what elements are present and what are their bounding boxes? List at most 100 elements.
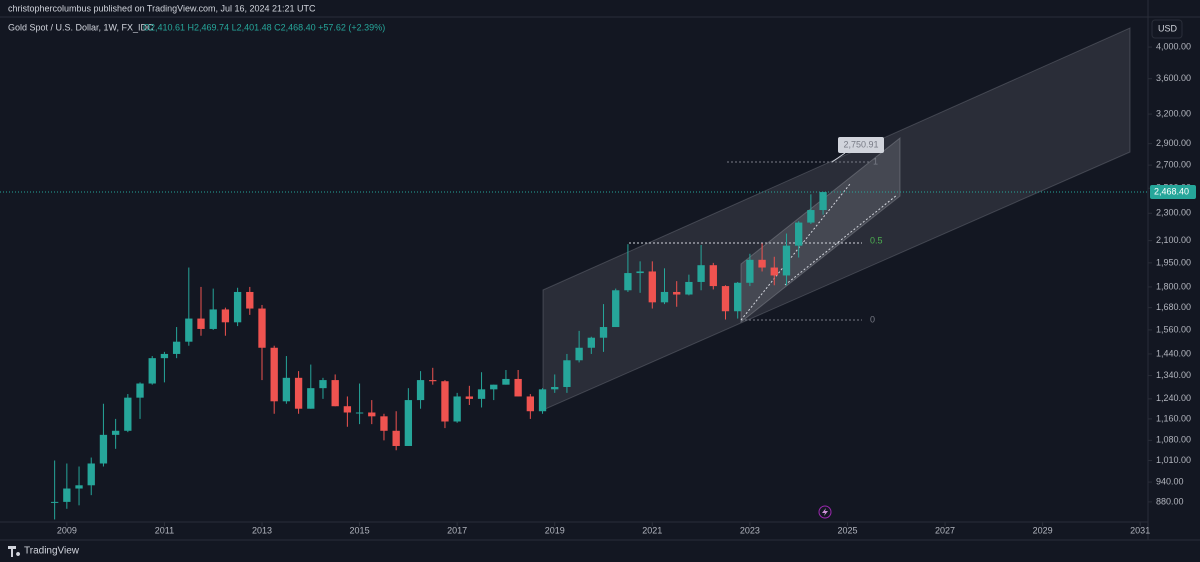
candle-body — [709, 265, 717, 287]
candle-body — [331, 380, 339, 407]
y-tick-label: 880.00 — [1156, 496, 1184, 506]
brand: TradingView — [24, 546, 80, 557]
candle-body — [172, 341, 181, 354]
candle-body — [551, 386, 559, 390]
candle-body — [136, 383, 144, 398]
candle-body — [782, 245, 791, 276]
candle-body — [368, 412, 376, 417]
candle-body — [599, 327, 608, 338]
y-tick-label: 2,100.00 — [1156, 235, 1191, 245]
y-tick-label: 2,900.00 — [1156, 138, 1191, 148]
trend-line — [740, 183, 851, 321]
candle-body — [465, 396, 474, 399]
fib-label: 1 — [873, 156, 878, 166]
event-icon[interactable] — [818, 505, 832, 519]
candle-body — [819, 192, 827, 211]
last-price-label: 2,468.40 — [1154, 186, 1189, 196]
candle-body — [197, 318, 205, 329]
candle-body — [587, 337, 595, 348]
y-tick-label: 1,160.00 — [1156, 413, 1191, 423]
x-tick-label: 2011 — [155, 525, 174, 535]
y-tick-label: 1,240.00 — [1156, 393, 1191, 403]
x-tick-label: 2025 — [837, 525, 857, 535]
candle-body — [258, 308, 266, 348]
fib-label: 0 — [870, 314, 875, 324]
candle-body — [673, 291, 681, 295]
candle-body — [648, 271, 656, 303]
candle-body — [270, 347, 278, 402]
y-tick-label: 4,000.00 — [1156, 41, 1191, 51]
candle-body — [612, 290, 620, 328]
x-tick-label: 2031 — [1130, 525, 1150, 535]
y-tick-label: 940.00 — [1156, 476, 1184, 486]
fib-label: 0.5 — [870, 235, 883, 245]
x-tick-label: 2013 — [252, 525, 272, 535]
x-tick-label: 2017 — [447, 525, 467, 535]
candle-body — [343, 406, 352, 413]
candle-body — [63, 488, 71, 502]
candle-body — [770, 267, 778, 276]
candle-body — [636, 271, 644, 274]
y-tick-label: 3,200.00 — [1156, 108, 1191, 118]
candle-body — [185, 318, 193, 342]
ohlc: O2,410.61 H2,469.74 L2,401.48 C2,468.40 … — [143, 22, 385, 32]
publisher: christophercolumbus published on Trading… — [8, 3, 316, 13]
candle-body — [746, 259, 754, 283]
target-pointer — [831, 152, 846, 163]
candle-body — [429, 380, 437, 382]
candle-body — [307, 388, 315, 409]
candle-body — [380, 416, 388, 431]
candle-body — [282, 377, 291, 402]
candles — [50, 191, 827, 520]
x-tick-label: 2015 — [350, 525, 370, 535]
y-tick-label: 1,010.00 — [1156, 455, 1191, 465]
candle-body — [416, 380, 425, 401]
candle-body — [75, 485, 83, 489]
event-bolt — [822, 508, 828, 516]
candle-body — [404, 400, 413, 446]
y-tick-label: 1,440.00 — [1156, 348, 1191, 358]
candle-body — [697, 265, 705, 282]
y-tick-label: 1,950.00 — [1156, 257, 1191, 267]
candle-body — [50, 501, 59, 503]
candle-body — [87, 463, 95, 486]
y-tick-label: 1,800.00 — [1156, 281, 1191, 291]
candle-body — [685, 281, 693, 295]
currency: USD — [1158, 23, 1178, 33]
x-tick-label: 2019 — [545, 525, 565, 535]
x-tick-label: 2021 — [642, 525, 662, 535]
y-tick-label: 1,560.00 — [1156, 324, 1191, 334]
candle-body — [575, 347, 583, 361]
candle-body — [807, 210, 815, 223]
candle-body — [111, 430, 120, 435]
target-box — [838, 137, 884, 153]
candle-body — [721, 286, 730, 312]
candle-body — [758, 259, 766, 268]
candle-body — [246, 291, 254, 309]
candle-body — [660, 291, 669, 303]
y-tick-label: 2,700.00 — [1156, 159, 1191, 169]
x-tick-label: 2029 — [1033, 525, 1053, 535]
y-tick-label: 3,600.00 — [1156, 73, 1191, 83]
candle-body — [502, 378, 510, 385]
candle-body — [355, 412, 364, 414]
candle-body — [538, 389, 547, 412]
symbol: Gold Spot / U.S. Dollar, 1W, FX_IDC — [8, 22, 154, 32]
x-tick-label: 2023 — [740, 525, 760, 535]
currency-box — [1151, 19, 1183, 39]
channel — [542, 27, 1131, 411]
candle-body — [624, 273, 632, 291]
candle-body — [294, 377, 303, 409]
candle-body — [233, 291, 242, 323]
candle-body — [160, 353, 169, 359]
target-label: 2,750.91 — [843, 139, 878, 149]
candle-body — [148, 358, 156, 384]
candle-body — [477, 389, 486, 399]
last-price-box — [1150, 185, 1196, 200]
candle-body — [514, 378, 522, 397]
candle-body — [734, 282, 742, 312]
candle-body — [453, 396, 461, 422]
candle-body — [490, 384, 498, 390]
